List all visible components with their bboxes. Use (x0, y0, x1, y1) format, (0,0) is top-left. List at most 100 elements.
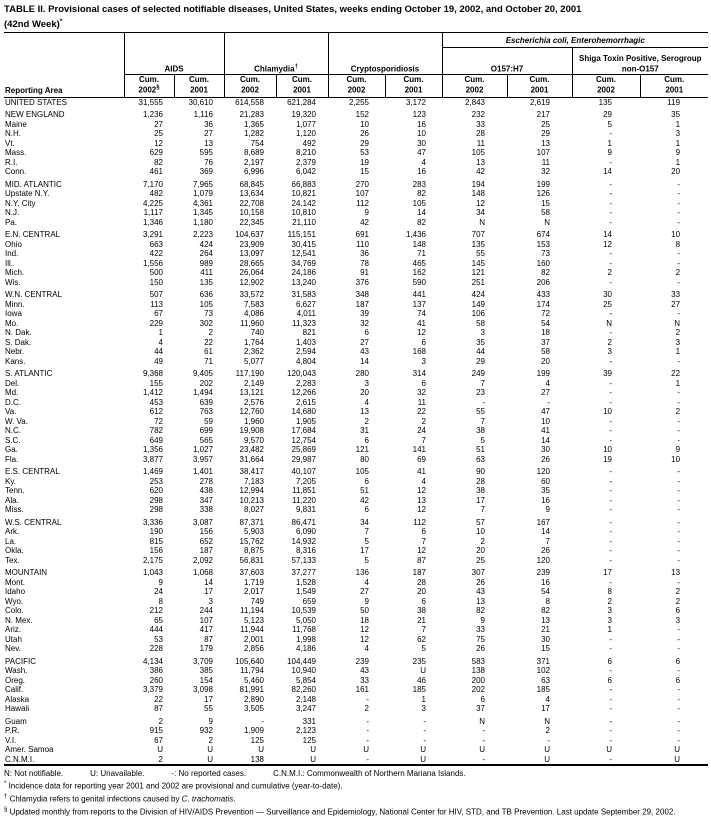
table-row: Mont. 9 14 1,719 1,528 4 28 26 16 - - (4, 578, 708, 588)
table-row: NEW ENGLAND 1,236 1,116 21,283 19,320 152 123 2… (4, 107, 708, 120)
reporting-area-cell: C.N.M.I. (5, 754, 35, 764)
value-cell: 12 (360, 625, 369, 635)
table-row: Wis. 150 135 12,902 13,240 376 590 251 206 - - (4, 278, 708, 288)
value-cell: 20 (541, 356, 550, 366)
value-cell: 38 (476, 486, 485, 496)
value-cell: U (157, 745, 163, 755)
value-cell: 7 (421, 625, 426, 635)
value-cell: 815 (149, 536, 163, 546)
value-cell: - (366, 735, 369, 745)
value-cell: 3,247 (295, 704, 316, 714)
value-cell: 19 (603, 454, 612, 464)
value-cell: - (609, 189, 612, 199)
value-cell: 1,079 (192, 189, 213, 199)
value-cell: 73 (204, 309, 213, 319)
value-cell: - (677, 397, 681, 407)
value-cell: - (261, 716, 264, 726)
value-cell: 82 (417, 217, 426, 227)
value-cell: - (677, 536, 681, 546)
value-cell: 4 (545, 378, 550, 388)
value-cell: - (366, 716, 369, 726)
footnote-chlamydia: † Chlamydia refers to genital infections… (4, 793, 236, 804)
value-cell: 69 (417, 454, 426, 464)
value-cell: 2,856 (243, 644, 264, 654)
legend-no-reported-cases: -: No reported cases. (171, 769, 247, 779)
reporting-area-cell: Md. (5, 388, 19, 398)
value-cell: 59 (204, 416, 213, 426)
value-cell: - (609, 416, 612, 426)
value-cell: 4,134 (142, 656, 163, 666)
value-cell: 307 (471, 568, 485, 578)
value-cell: 82 (541, 606, 550, 616)
reporting-area-cell: P.R. (5, 726, 20, 736)
value-cell: 156 (149, 546, 163, 556)
value-cell: 376 (355, 277, 369, 287)
header-row-ecoli: Reporting Area Escherichia coli, Enteroh… (4, 32, 709, 98)
table-row: R.I. 82 76 2,197 2,379 19 4 13 11 - 1 (4, 158, 708, 168)
table-row: Pa. 1,346 1,180 22,345 21,110 42 82 N N - - (4, 218, 708, 228)
value-cell: 20 (360, 388, 369, 398)
value-cell: 33 (360, 675, 369, 685)
value-cell: 2 (208, 735, 213, 745)
value-cell: 9 (480, 615, 485, 625)
table-row: Vt. 12 13 754 492 29 30 11 13 1 1 (4, 139, 708, 149)
value-cell: - (609, 309, 612, 319)
header-row-cum: Cum. 2002§ Cum. 2001 Cum. 2002 Cum. 2001 Cum… (4, 74, 709, 98)
value-cell: 636 (199, 290, 213, 300)
value-cell: 12,266 (291, 388, 316, 398)
value-cell: 25 (603, 299, 612, 309)
value-cell: 14 (541, 435, 550, 445)
value-cell: 10 (476, 527, 485, 537)
value-cell: 3 (208, 596, 213, 606)
value-cell: 185 (412, 685, 426, 695)
reporting-area-cell: S.C. (5, 435, 21, 445)
value-cell: 16 (541, 495, 550, 505)
value-cell: 141 (412, 445, 426, 455)
value-cell: 10 (671, 454, 681, 464)
reporting-area-cell: Iowa (5, 309, 22, 319)
value-cell: 4 (421, 157, 426, 167)
value-cell: 8,027 (243, 505, 264, 515)
value-cell: 3 (364, 378, 369, 388)
reporting-area-cell: Ga. (5, 445, 18, 455)
value-cell: 6 (364, 328, 369, 338)
value-cell: 444 (149, 625, 163, 635)
value-cell: 29 (603, 110, 612, 120)
value-cell: 13,634 (239, 189, 264, 199)
value-cell: 15 (541, 644, 550, 654)
value-cell: 424 (199, 239, 213, 249)
table-row: W.S. CENTRAL 3,336 3,087 87,371 86,471 34 112 5… (4, 515, 708, 528)
value-cell: - (609, 277, 612, 287)
table-title-line2: (42nd Week)* (4, 17, 63, 30)
value-cell: 629 (149, 148, 163, 158)
value-cell: 31 (360, 426, 369, 436)
table-row: D.C. 453 639 2,576 2,615 4 11 - - - - (4, 398, 708, 408)
cum-header: Cum. 2002 (441, 74, 507, 98)
value-cell: 217 (536, 110, 550, 120)
table-row: PACIFIC 4,134 3,709 105,640 104,449 239 235 583… (4, 654, 708, 667)
value-cell: 29 (360, 138, 369, 148)
value-cell: 82 (417, 189, 426, 199)
reporting-area-cell: Mo. (5, 318, 19, 328)
reporting-area-cell: E.N. CENTRAL (5, 230, 61, 240)
table-row: Mich. 500 411 26,064 24,186 91 162 121 82 2 2 (4, 268, 708, 278)
value-cell: 22,708 (239, 198, 264, 208)
value-cell: 1,469 (142, 467, 163, 477)
value-cell: 2,149 (243, 378, 264, 388)
reporting-area-cell: PACIFIC (5, 656, 36, 666)
value-cell: 17 (603, 568, 612, 578)
value-cell: 11 (476, 138, 485, 148)
value-cell: - (609, 397, 612, 407)
value-cell: 34 (360, 517, 369, 527)
value-cell: 583 (471, 656, 485, 666)
value-cell: 12 (417, 328, 426, 338)
table-title-line1: TABLE II. Provisional cases of selected … (4, 4, 582, 15)
value-cell: 10,810 (291, 208, 316, 218)
value-cell: 72 (154, 416, 163, 426)
value-cell: 782 (149, 426, 163, 436)
value-cell: 102 (536, 666, 550, 676)
value-cell: 30 (541, 445, 550, 455)
value-cell: 27 (360, 587, 369, 597)
value-cell: 14,932 (291, 536, 316, 546)
value-cell: - (677, 249, 681, 259)
